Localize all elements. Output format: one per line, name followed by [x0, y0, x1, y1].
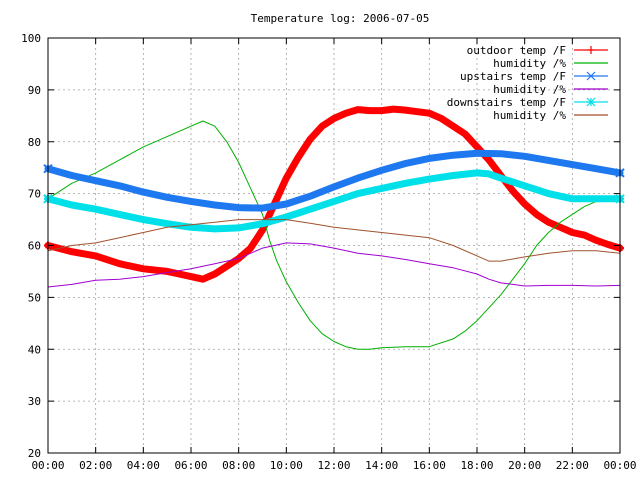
y-tick-label: 50: [28, 291, 41, 304]
legend-entry: humidity /%: [493, 57, 608, 70]
legend-entry: outdoor temp /F: [467, 44, 608, 57]
legend-entry: downstairs temp /F: [447, 96, 608, 109]
series-6: [47, 219, 621, 262]
marker-plus: [587, 46, 595, 54]
x-tick-label: 02:00: [79, 459, 112, 472]
grid: [48, 38, 620, 453]
x-tick-label: 00:00: [31, 459, 64, 472]
legend-label: downstairs temp /F: [447, 96, 566, 109]
series-line: [44, 149, 624, 212]
y-tick-label: 80: [28, 136, 41, 149]
series-layer: [43, 105, 625, 350]
series-4: [47, 242, 621, 288]
x-tick-label: 22:00: [556, 459, 589, 472]
series-line: [44, 169, 624, 233]
y-tick-label: 30: [28, 395, 41, 408]
legend-entry: humidity /%: [493, 109, 608, 122]
y-tick-label: 20: [28, 447, 41, 460]
legend-entry: humidity /%: [493, 83, 608, 96]
legend-label: humidity /%: [493, 109, 566, 122]
y-tick-label: 90: [28, 84, 41, 97]
marker-asterisk: [586, 97, 596, 107]
y-tick-label: 70: [28, 188, 41, 201]
x-tick-label: 20:00: [508, 459, 541, 472]
legend-label: humidity /%: [493, 57, 566, 70]
x-tick-label: 16:00: [413, 459, 446, 472]
series-line: [47, 219, 621, 262]
x-tick-label: 10:00: [270, 459, 303, 472]
series-line: [47, 242, 621, 288]
x-tick-label: 12:00: [317, 459, 350, 472]
legend-label: humidity /%: [493, 83, 566, 96]
x-tick-label: 08:00: [222, 459, 255, 472]
y-tick-label: 100: [21, 32, 41, 45]
x-tick-label: 06:00: [174, 459, 207, 472]
chart-title: Temperature log: 2006-07-05: [251, 12, 430, 25]
x-tick-label: 04:00: [127, 459, 160, 472]
marker-x: [586, 71, 596, 81]
series-2: [47, 120, 621, 350]
axis-ticks: 20 30 40 50 60 70 80 90 100 00:00 02:00 04:00 06:00 0…: [21, 32, 636, 472]
x-tick-label: 00:00: [603, 459, 636, 472]
series-line: [44, 105, 624, 283]
y-tick-label: 60: [28, 240, 41, 253]
legend-label: upstairs temp /F: [460, 70, 566, 83]
legend-entry: upstairs temp /F: [460, 70, 608, 83]
y-tick-label: 40: [28, 343, 41, 356]
x-tick-label: 18:00: [460, 459, 493, 472]
series-line: [47, 120, 621, 350]
series-5: [43, 169, 625, 233]
x-tick-label: 14:00: [365, 459, 398, 472]
legend-label: outdoor temp /F: [467, 44, 566, 57]
